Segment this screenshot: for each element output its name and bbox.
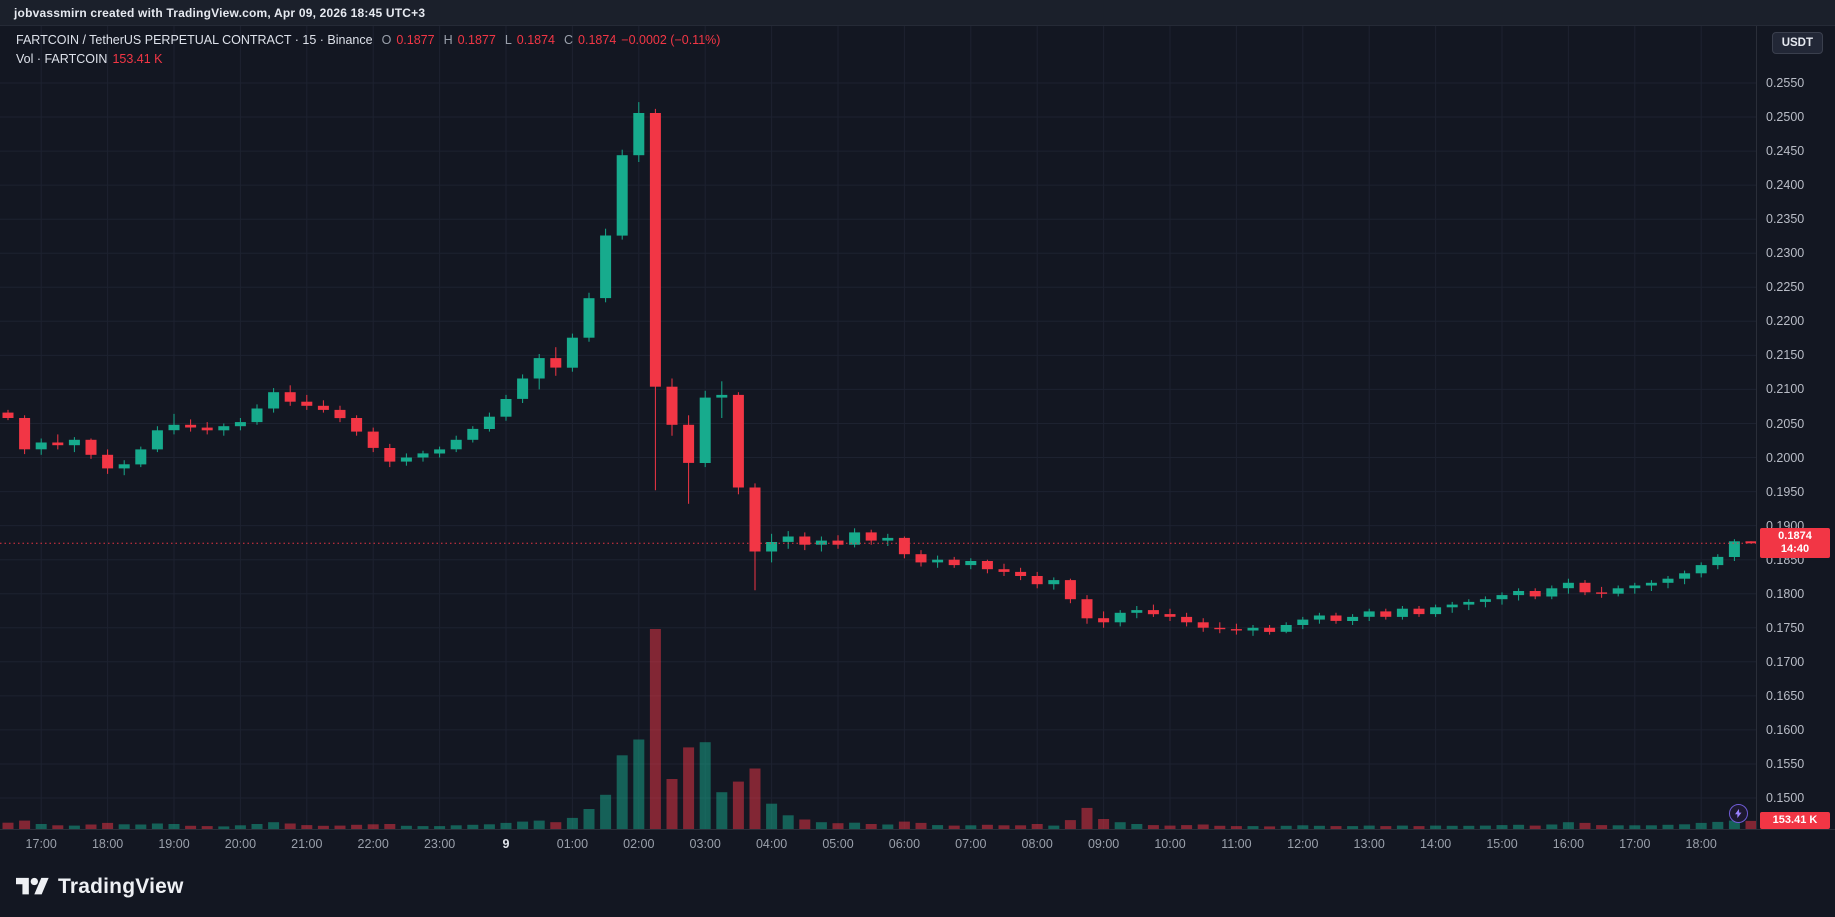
time-tick-label: 07:00	[955, 837, 987, 851]
price-tick-label: 0.2400	[1766, 178, 1805, 193]
time-tick-label: 22:00	[357, 837, 389, 851]
price-tick-label: 0.1650	[1766, 688, 1805, 703]
last-price-value: 0.1874	[1778, 530, 1812, 543]
time-tick-label: 17:00	[1619, 837, 1651, 851]
time-tick-label: 19:00	[158, 837, 190, 851]
price-tick-label: 0.2150	[1766, 348, 1805, 363]
price-scale[interactable]: USDT 0.2550 0.2500 0.2450 0.2400 0.2350 0.230…	[1756, 26, 1835, 829]
low-value: 0.1874	[516, 33, 556, 47]
price-tick-label: 0.2200	[1766, 314, 1805, 329]
time-scale[interactable]: 17:00 18:00 19:00 20:00 21:00 22:00 23:00 9 01:0…	[0, 829, 1835, 857]
change-value: −0.0002 (−0.11%)	[621, 33, 721, 47]
price-tick-label: 0.1800	[1766, 586, 1805, 601]
flash-icon[interactable]	[1729, 804, 1748, 823]
time-tick-label: 17:00	[25, 837, 57, 851]
close-value: 0.1874	[578, 33, 617, 47]
high-value: 0.1877	[457, 33, 496, 47]
open-label: O	[381, 33, 392, 47]
volume-label: Vol · FARTCOIN	[16, 52, 108, 66]
price-tick-label: 0.2300	[1766, 246, 1805, 261]
attribution-bar: jobvassmirn created with TradingView.com…	[0, 0, 1835, 26]
price-tick-label: 0.2000	[1766, 450, 1805, 465]
close-label: C	[564, 33, 574, 47]
high-label: H	[443, 33, 453, 47]
time-tick-label: 18:00	[1685, 837, 1717, 851]
price-tick-label: 0.2350	[1766, 212, 1805, 227]
time-tick-label: 11:00	[1221, 837, 1252, 851]
tradingview-wordmark[interactable]: TradingView	[58, 875, 184, 898]
footer-bar: TradingView	[0, 857, 1835, 917]
time-tick-label: 14:00	[1419, 837, 1452, 851]
lightning-bolt-icon	[1735, 808, 1742, 819]
time-tick-label: 9	[502, 837, 510, 851]
time-tick-label: 09:00	[1087, 837, 1120, 851]
attribution-text: jobvassmirn created with TradingView.com…	[14, 5, 426, 20]
price-tick-label: 0.1750	[1766, 620, 1805, 635]
time-tick-label: 21:00	[291, 837, 323, 851]
volume-legend-row[interactable]: Vol · FARTCOIN 153.41 K	[16, 52, 720, 67]
time-tick-label: 15:00	[1486, 837, 1518, 851]
time-tick-label: 12:00	[1287, 837, 1319, 851]
price-tick-label: 0.2250	[1766, 280, 1805, 295]
price-tick-label: 0.1500	[1766, 791, 1805, 805]
last-price-badge: 0.1874 14:40	[1760, 528, 1830, 559]
time-tick-label: 08:00	[1021, 837, 1053, 851]
time-tick-label: 10:00	[1154, 837, 1186, 851]
time-tick-label: 23:00	[423, 837, 456, 851]
time-tick-label: 13:00	[1353, 837, 1385, 851]
price-tick-label: 0.2450	[1766, 144, 1805, 159]
time-tick-label: 20:00	[224, 837, 257, 851]
low-label: L	[504, 33, 512, 47]
time-tick-label: 05:00	[822, 837, 854, 851]
symbol-legend-row[interactable]: FARTCOIN / TetherUS PERPETUAL CONTRACT ·…	[16, 33, 720, 48]
price-tick-label: 0.1550	[1766, 757, 1805, 771]
bar-countdown: 14:40	[1780, 543, 1810, 556]
price-tick-label: 0.2050	[1766, 416, 1805, 431]
open-value: 0.1877	[396, 33, 435, 47]
price-tick-label: 0.2100	[1766, 382, 1805, 397]
time-tick-label: 02:00	[623, 837, 655, 851]
price-tick-label: 0.1600	[1766, 722, 1805, 737]
time-tick-label: 03:00	[689, 837, 721, 851]
price-tick-label: 0.2500	[1766, 110, 1805, 124]
volume-value-badge: 153.41 K	[1760, 811, 1830, 829]
chart-legend: FARTCOIN / TetherUS PERPETUAL CONTRACT ·…	[16, 33, 720, 67]
time-tick-label: 04:00	[755, 837, 788, 851]
price-tick-label: 0.2550	[1766, 76, 1805, 90]
symbol-title[interactable]: FARTCOIN / TetherUS PERPETUAL CONTRACT ·…	[16, 33, 373, 47]
tradingview-logo-icon[interactable]	[16, 874, 49, 900]
chart-canvas[interactable]	[0, 26, 1756, 829]
time-tick-label: 01:00	[556, 837, 589, 851]
time-tick-label: 18:00	[91, 837, 124, 851]
price-tick-label: 0.1950	[1766, 484, 1805, 499]
currency-toggle-button[interactable]: USDT	[1771, 32, 1823, 54]
time-tick-label: 16:00	[1552, 837, 1585, 851]
price-tick-label: 0.1700	[1766, 654, 1805, 669]
time-tick-label: 06:00	[888, 837, 921, 851]
volume-value: 153.41 K	[112, 52, 163, 66]
